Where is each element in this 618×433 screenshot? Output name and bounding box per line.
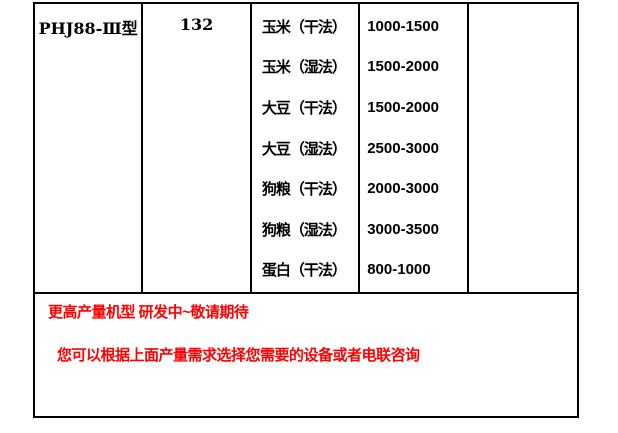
model-column: PHJ88-Ⅲ型 [35,4,144,292]
capacity-range: 800-1000 [367,261,431,279]
product-name: 大豆（湿法） [261,140,347,158]
spec-table: PHJ88-Ⅲ型 132 玉米（干法） 玉米（湿法） 大豆（干法） 大豆（湿法）… [33,2,579,418]
product-column: 玉米（干法） 玉米（湿法） 大豆（干法） 大豆（湿法） 狗粮（干法） 狗粮（湿法… [252,4,361,292]
capacity-range: 2500-3000 [367,139,439,157]
capacity-range: 1500-2000 [367,98,439,116]
capacity-range: 1000-1500 [367,17,439,35]
power-value: 132 [179,15,214,34]
product-name: 蛋白（干法） [261,262,347,280]
model-name: PHJ88-Ⅲ型 [38,19,138,38]
product-name: 玉米（湿法） [261,59,347,77]
product-name: 大豆（干法） [261,99,347,117]
spec-table-body: PHJ88-Ⅲ型 132 玉米（干法） 玉米（湿法） 大豆（干法） 大豆（湿法）… [35,4,577,294]
notes-section: 更高产量机型 研发中~敬请期待 您可以根据上面产量需求选择您需要的设备或者电联咨… [35,294,577,416]
product-name: 玉米（干法） [261,18,347,36]
empty-column [469,4,577,292]
note-line-2: 您可以根据上面产量需求选择您需要的设备或者电联咨询 [57,347,420,364]
capacity-column: 1000-1500 1500-2000 1500-2000 2500-3000 … [360,4,469,292]
power-column: 132 [143,4,252,292]
capacity-range: 1500-2000 [367,58,439,76]
product-name: 狗粮（干法） [261,181,347,199]
capacity-range: 3000-3500 [367,220,439,238]
product-name: 狗粮（湿法） [261,221,347,239]
capacity-range: 2000-3000 [367,180,439,198]
note-line-1: 更高产量机型 研发中~敬请期待 [48,304,249,321]
